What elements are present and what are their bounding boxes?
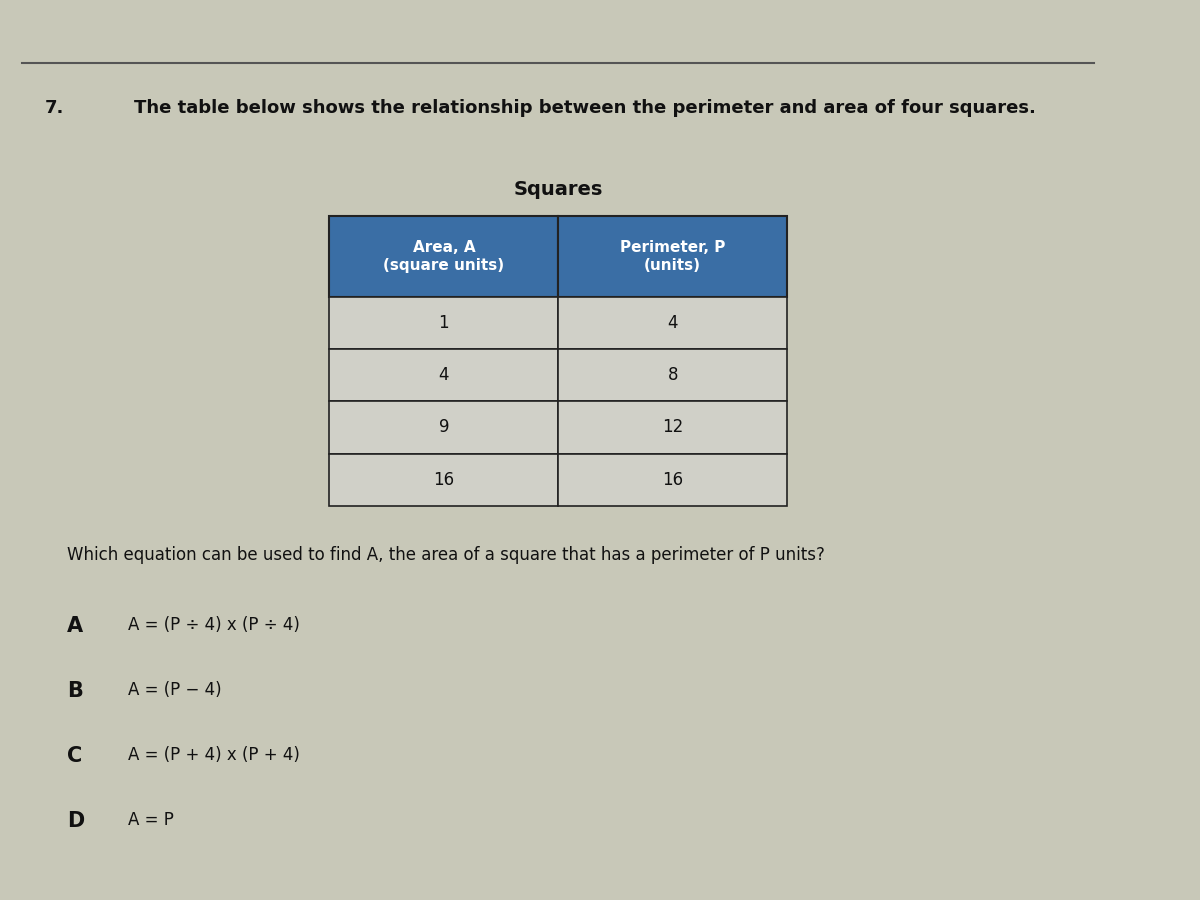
Text: Squares: Squares <box>514 180 602 199</box>
Text: 1: 1 <box>438 314 449 332</box>
Text: Which equation can be used to find A, the area of a square that has a perimeter : Which equation can be used to find A, th… <box>67 546 824 564</box>
Text: 9: 9 <box>438 418 449 436</box>
Text: 16: 16 <box>433 471 455 489</box>
Text: A = P: A = P <box>128 811 174 829</box>
FancyBboxPatch shape <box>558 454 787 506</box>
FancyBboxPatch shape <box>329 349 558 401</box>
Text: 4: 4 <box>667 314 678 332</box>
FancyBboxPatch shape <box>558 349 787 401</box>
Text: A: A <box>67 616 83 636</box>
Text: 16: 16 <box>662 471 683 489</box>
Text: D: D <box>67 811 84 831</box>
Text: Perimeter, P
(units): Perimeter, P (units) <box>620 240 725 273</box>
FancyBboxPatch shape <box>329 297 558 349</box>
Text: 8: 8 <box>667 366 678 384</box>
Text: 12: 12 <box>662 418 683 436</box>
Text: 4: 4 <box>438 366 449 384</box>
Text: 7.: 7. <box>44 99 64 117</box>
Text: The table below shows the relationship between the perimeter and area of four sq: The table below shows the relationship b… <box>134 99 1036 117</box>
FancyBboxPatch shape <box>558 297 787 349</box>
FancyBboxPatch shape <box>558 216 787 297</box>
FancyBboxPatch shape <box>329 454 558 506</box>
FancyBboxPatch shape <box>329 401 558 454</box>
Text: Area, A
(square units): Area, A (square units) <box>383 240 504 273</box>
Text: A = (P ÷ 4) x (P ÷ 4): A = (P ÷ 4) x (P ÷ 4) <box>128 616 300 634</box>
Text: A = (P + 4) x (P + 4): A = (P + 4) x (P + 4) <box>128 746 300 764</box>
FancyBboxPatch shape <box>329 216 558 297</box>
Text: A = (P − 4): A = (P − 4) <box>128 681 222 699</box>
FancyBboxPatch shape <box>558 401 787 454</box>
Text: C: C <box>67 746 83 766</box>
Text: B: B <box>67 681 83 701</box>
